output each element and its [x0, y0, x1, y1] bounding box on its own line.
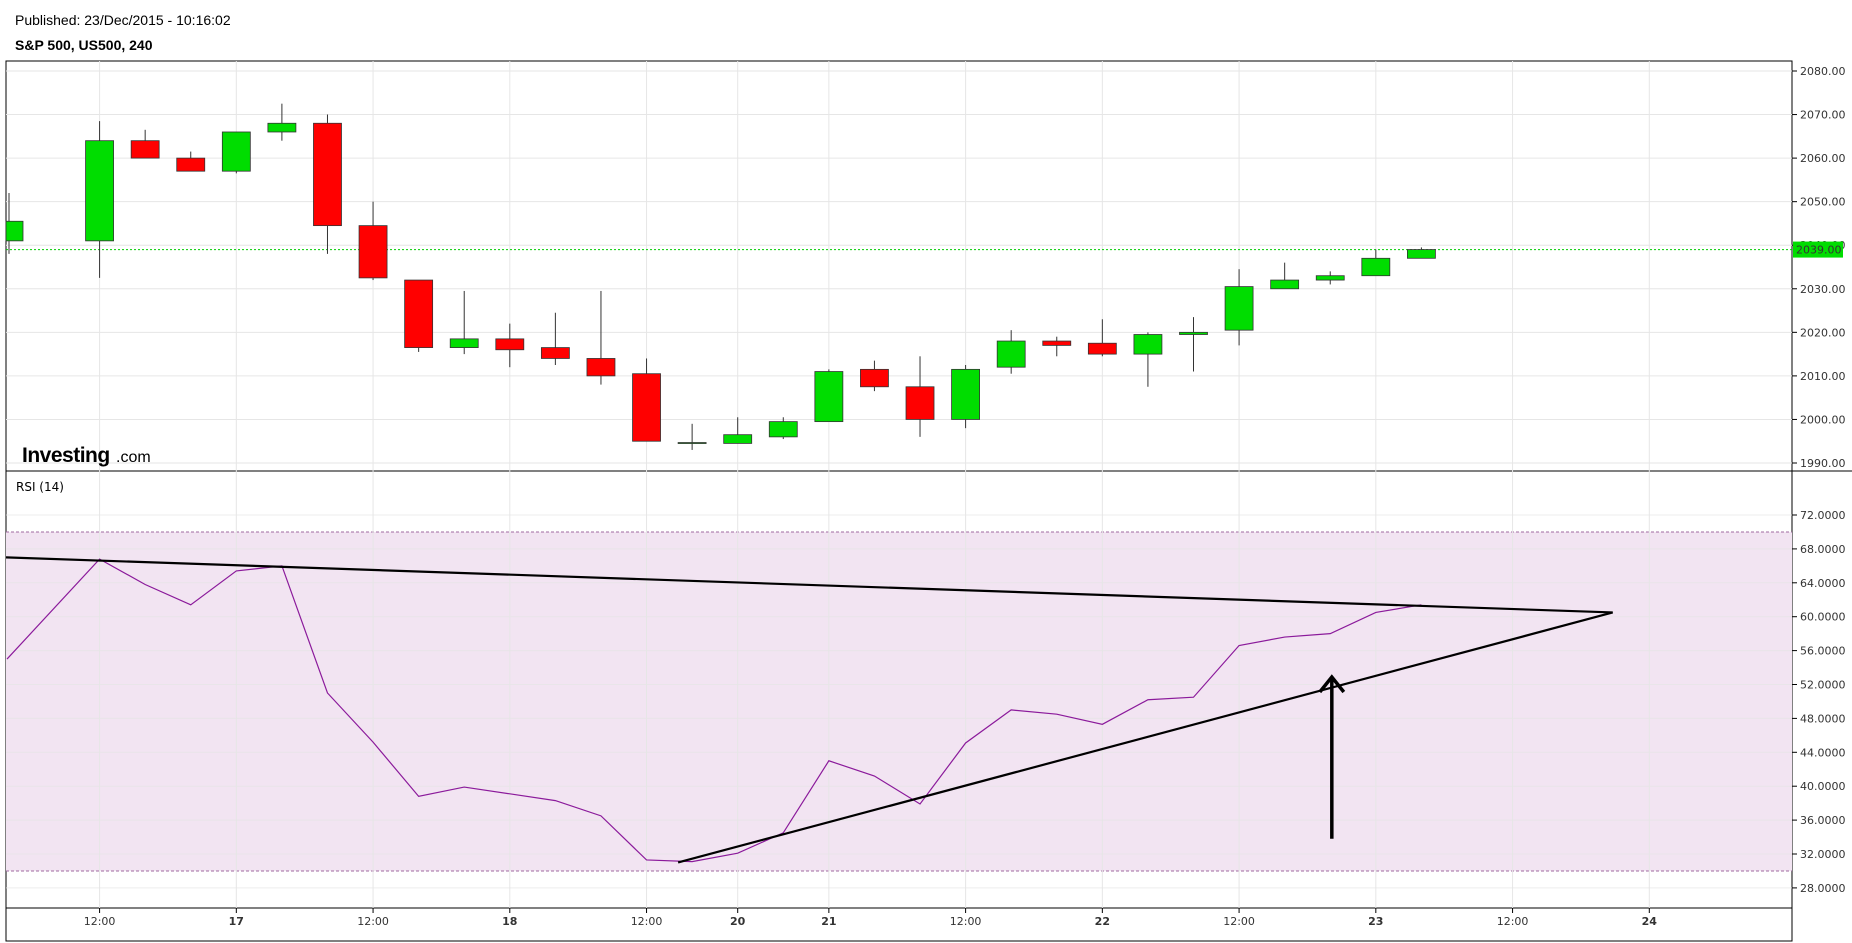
price-axis-tick-label: 1990.00	[1800, 457, 1846, 470]
candle-up	[677, 442, 707, 444]
price-axis-tick-label: 2020.00	[1800, 326, 1846, 339]
candle-up	[1270, 279, 1300, 290]
rsi-axis-tick-label: 72.0000	[1800, 509, 1846, 522]
logo-suffix-text: .com	[116, 449, 151, 466]
x-axis-tick-label: 12:00	[631, 915, 663, 928]
rsi-axis-tick-label: 56.0000	[1800, 645, 1846, 658]
y-axis: 2080.002070.002060.002050.002040.002030.…	[1792, 65, 1846, 895]
candle-down	[404, 279, 434, 348]
x-axis-tick-label: 20	[730, 915, 746, 928]
x-axis-tick-label: 23	[1368, 915, 1383, 928]
candle-up	[1315, 275, 1345, 281]
x-axis: 12:00 17 12:00 18 12:00 20 21 12:00 22 12:00 23 12:…	[84, 908, 1658, 928]
x-axis-tick-label: 18	[502, 915, 517, 928]
x-axis-tick-label: 24	[1642, 915, 1658, 928]
candle-down	[860, 368, 889, 388]
rsi-axis-tick-label: 32.0000	[1800, 848, 1846, 861]
annotation-arrow-head	[1318, 674, 1346, 694]
price-pane	[5, 103, 1792, 450]
candle-down	[358, 225, 388, 279]
candle-down	[1087, 342, 1117, 355]
price-axis-tick-label: 2060.00	[1800, 152, 1846, 165]
candle-down	[586, 358, 616, 377]
candle-up	[5, 220, 24, 242]
candle-down	[313, 122, 342, 227]
price-axis-tick-label: 2010.00	[1800, 370, 1846, 383]
rsi-axis-tick-label: 36.0000	[1800, 814, 1846, 827]
candle-up	[1179, 331, 1208, 335]
x-axis-tick-label: 22	[1095, 915, 1110, 928]
price-axis-tick-label: 2080.00	[1800, 65, 1846, 78]
candle-up	[221, 131, 251, 172]
published-timestamp: Published: 23/Dec/2015 - 10:16:02	[15, 12, 231, 28]
grid	[6, 61, 1792, 908]
candle-up	[723, 434, 753, 444]
candle-up	[1133, 334, 1163, 355]
investing-logo: Investing .com	[22, 444, 151, 467]
x-axis-tick-label: 17	[229, 915, 244, 928]
trendline	[5, 556, 1613, 614]
rsi-axis-tick-label: 44.0000	[1800, 746, 1846, 759]
trendline	[677, 611, 1614, 864]
price-axis-tick-label: 2050.00	[1800, 196, 1846, 209]
rsi-pane-label: RSI (14)	[16, 480, 64, 494]
candle-down	[495, 338, 525, 351]
candle-up	[814, 371, 844, 423]
x-axis-tick-label: 21	[821, 915, 836, 928]
candle-down	[905, 386, 935, 420]
price-axis-tick-label: 2030.00	[1800, 283, 1846, 296]
rsi-axis-tick-label: 28.0000	[1800, 882, 1846, 895]
candle-up	[267, 122, 297, 133]
rsi-pane	[5, 556, 1614, 864]
instrument-title: S&P 500, US500, 240	[15, 37, 153, 53]
candle-down	[176, 157, 206, 172]
price-axis-tick-label: 2000.00	[1800, 413, 1846, 426]
x-axis-tick-label: 12:00	[357, 915, 389, 928]
candle-up	[1224, 286, 1254, 331]
candle-up	[449, 338, 479, 348]
candle-up	[768, 421, 798, 438]
x-axis-tick-label: 12:00	[84, 915, 116, 928]
rsi-axis-tick-label: 52.0000	[1800, 679, 1846, 692]
candle-up	[996, 340, 1026, 368]
candle-down	[540, 347, 570, 359]
x-axis-tick-label: 12:00	[950, 915, 982, 928]
current-price-marker-label: 2039.00	[1796, 244, 1842, 257]
candle-down	[1042, 340, 1072, 346]
rsi-axis-tick-label: 68.0000	[1800, 543, 1846, 556]
logo-main-text: Investing	[22, 444, 110, 467]
rsi-axis-tick-label: 60.0000	[1800, 611, 1846, 624]
x-axis-tick-label: 12:00	[1223, 915, 1255, 928]
price-axis-tick-label: 2070.00	[1800, 109, 1846, 122]
rsi-axis-tick-label: 48.0000	[1800, 712, 1846, 725]
rsi-axis-tick-label: 64.0000	[1800, 577, 1846, 590]
candle-up	[1407, 249, 1436, 259]
x-axis-tick-label: 12:00	[1497, 915, 1529, 928]
candle-up	[1361, 257, 1391, 277]
candle-down	[130, 140, 160, 159]
rsi-axis-tick-label: 40.0000	[1800, 780, 1846, 793]
candle-down	[632, 373, 661, 442]
candle-up	[951, 368, 980, 420]
candle-up	[85, 140, 114, 242]
current-price-marker	[1793, 241, 1843, 258]
